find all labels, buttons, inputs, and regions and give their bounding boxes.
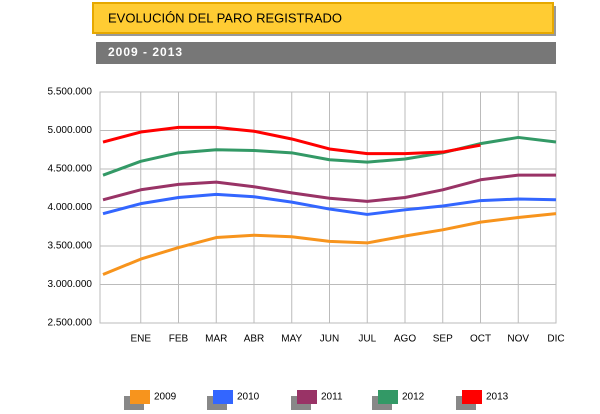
x-tick-label: AGO — [394, 334, 416, 345]
y-tick-label: 4.500.000 — [48, 164, 93, 175]
y-tick-label: 3.500.000 — [48, 241, 93, 252]
series-line — [102, 135, 557, 177]
x-tick-label: OCT — [470, 334, 491, 345]
y-tick-label: 5.500.000 — [48, 87, 93, 98]
legend-swatch — [297, 390, 317, 404]
legend-swatch — [213, 390, 233, 404]
legend-label: 2011 — [321, 392, 343, 403]
x-tick-label: JUL — [358, 334, 376, 345]
series-line — [102, 212, 557, 276]
series-line — [102, 192, 557, 216]
legend-swatch — [130, 390, 150, 404]
title: EVOLUCIÓN DEL PARO REGISTRADO — [108, 10, 342, 25]
x-tick-label: JUN — [320, 334, 339, 345]
legend-label: 2012 — [402, 392, 425, 403]
x-tick-label: ENE — [130, 334, 151, 345]
x-tick-label: SEP — [433, 334, 453, 345]
legend-label: 2010 — [237, 392, 260, 403]
title-bar — [92, 2, 554, 34]
series-line — [102, 125, 481, 156]
y-tick-label: 5.000.000 — [48, 125, 93, 136]
legend-label: 2013 — [486, 392, 509, 403]
y-tick-label: 4.000.000 — [48, 202, 93, 213]
subtitle-bar — [96, 42, 556, 64]
legend-swatch — [378, 390, 398, 404]
x-tick-label: FEB — [169, 334, 189, 345]
legend-label: 2009 — [154, 392, 177, 403]
legend-swatch — [462, 390, 482, 404]
x-tick-label: ABR — [244, 334, 265, 345]
x-tick-label: MAY — [281, 334, 302, 345]
x-tick-label: DIC — [547, 334, 564, 345]
series-line — [102, 173, 556, 203]
x-tick-label: MAR — [205, 334, 227, 345]
subtitle: 2009 - 2013 — [108, 45, 183, 59]
y-tick-label: 2.500.000 — [48, 318, 93, 329]
x-tick-label: NOV — [507, 334, 529, 345]
y-tick-label: 3.000.000 — [48, 279, 93, 290]
